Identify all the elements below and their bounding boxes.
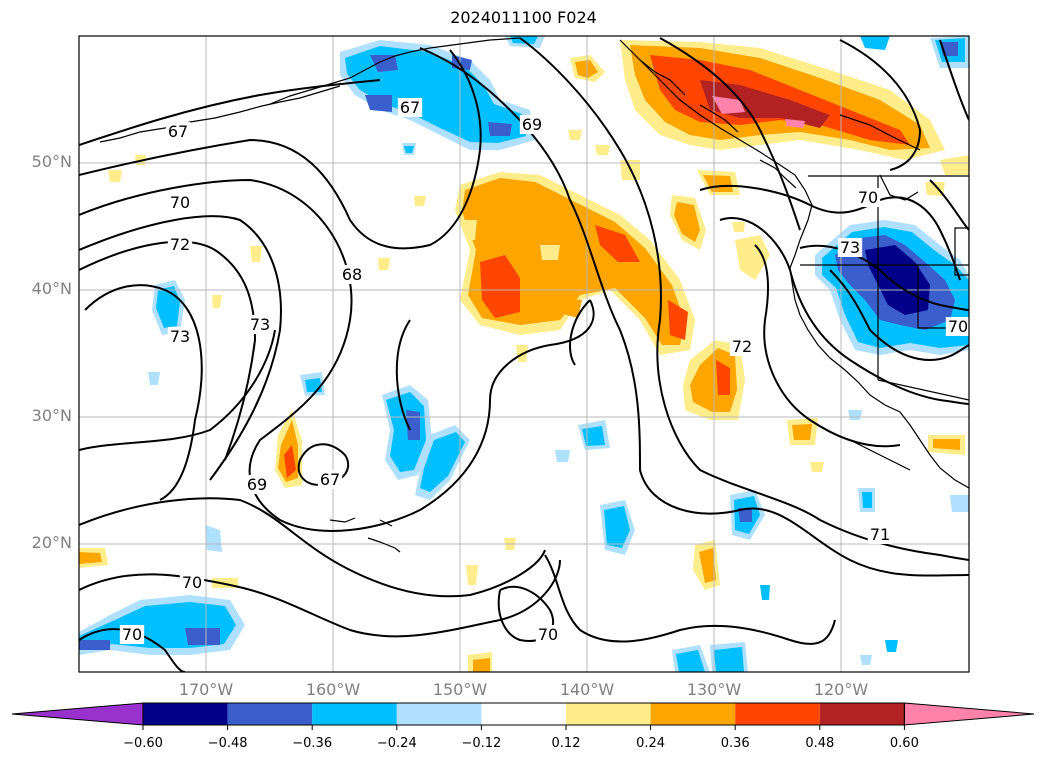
lon-label-160w: 160°W (305, 680, 361, 699)
colorbar-bin (143, 703, 228, 725)
contour-label-halo (339, 265, 365, 284)
lat-label-40n: 40°N (31, 279, 72, 298)
contour-label: 69 (522, 115, 542, 134)
colorbar-tick-label: 0.48 (805, 736, 835, 751)
contour-label-halo (165, 122, 191, 141)
colorbar-bin (735, 703, 820, 725)
colorbar-tick-label: −0.12 (461, 736, 502, 751)
contour-label-group: 67 67 69 70 72 73 73 68 69 67 70 72 71 7… (119, 98, 971, 644)
contour-label-halo (855, 188, 881, 207)
contour-label-halo (167, 327, 193, 346)
contour-label-halo (317, 470, 343, 489)
map-frame (78, 35, 970, 673)
contour-label-halo (167, 235, 193, 254)
colorbar-tick-label: 0.12 (551, 736, 581, 751)
lat-label-30n: 30°N (31, 406, 72, 425)
contour-label: 67 (320, 470, 340, 489)
lon-label-140w: 140°W (559, 680, 615, 699)
contour-label: 72 (170, 235, 190, 254)
lat-label-50n: 50°N (31, 152, 72, 171)
contour-label-halo (867, 525, 893, 544)
contour-label: 70 (948, 317, 968, 336)
lon-label-120w: 120°W (813, 680, 869, 699)
contour-label: 73 (840, 238, 860, 257)
contour-label-halo (519, 115, 545, 134)
contour-label: 71 (870, 525, 890, 544)
colorbar-bin (566, 703, 651, 725)
contour-label: 72 (732, 337, 752, 356)
lon-label-170w: 170°W (178, 680, 234, 699)
height-contours (79, 37, 969, 672)
colorbar (11, 702, 1035, 730)
contour-label: 67 (400, 98, 420, 117)
colorbar-bin (396, 703, 482, 725)
contour-label-halo (837, 238, 863, 257)
contour-label-halo (167, 193, 193, 212)
contour-label-halo (179, 573, 205, 592)
contour-label-halo (397, 98, 423, 117)
contour-label: 70 (858, 188, 878, 207)
contour-label-halo (244, 475, 270, 494)
colorbar-bin (481, 703, 566, 725)
contour-label-halo (535, 625, 561, 644)
lat-label-20n: 20°N (31, 533, 72, 552)
map-title: 2024011100 F024 (450, 8, 597, 27)
lon-label-130w: 130°W (686, 680, 742, 699)
colorbar-tick-label: −0.60 (123, 736, 163, 751)
contour-label: 67 (168, 122, 188, 141)
contour-label: 73 (250, 315, 270, 334)
colorbar-bin (227, 703, 313, 725)
contour-label-halo (729, 337, 755, 356)
contour-label: 70 (122, 625, 142, 644)
colorbar-high-extension (903, 702, 1035, 726)
contour-label: 70 (182, 573, 202, 592)
colorbar-tick-label: 0.60 (889, 736, 919, 751)
contour-label-halo (945, 317, 971, 336)
contour-label: 69 (247, 475, 267, 494)
contour-label-halo (247, 315, 273, 334)
colorbar-bin (312, 703, 397, 725)
colorbar-tick-label: −0.48 (207, 736, 248, 751)
colorbar-tick-label: −0.24 (376, 736, 417, 751)
colorbar-tick-label: 0.36 (720, 736, 750, 751)
colorbar-low-extension (11, 702, 144, 726)
contour-label: 73 (170, 327, 190, 346)
lon-label-150w: 150°W (432, 680, 488, 699)
contour-label: 68 (342, 265, 362, 284)
contour-label: 70 (538, 625, 558, 644)
colorbar-tick-label: −0.36 (292, 736, 333, 751)
contour-label: 70 (170, 193, 190, 212)
colorbar-bin (650, 703, 736, 725)
contour-label-halo (119, 625, 145, 644)
colorbar-bin (819, 703, 905, 725)
colorbar-tick-label: 0.24 (636, 736, 666, 751)
